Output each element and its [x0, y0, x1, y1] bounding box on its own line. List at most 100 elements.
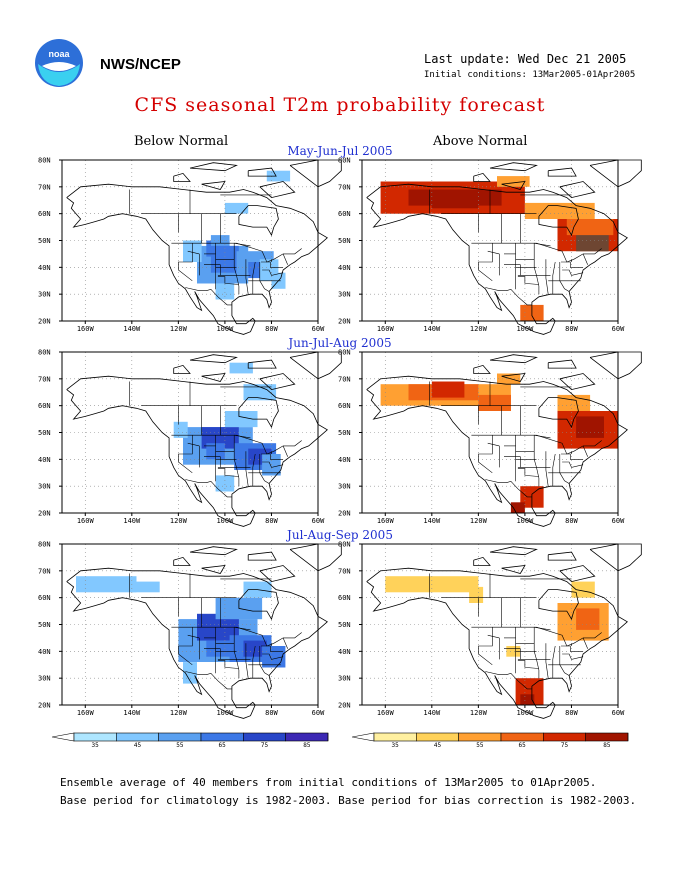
lat-tick-label: 80N [338, 541, 351, 549]
lon-tick-label: 100W [516, 517, 534, 525]
column-header-below-normal: Below Normal [134, 134, 229, 149]
colorbar-label: 75 [261, 742, 269, 748]
colorbar-label: 35 [392, 742, 400, 748]
lon-tick-label: 80W [265, 325, 278, 333]
political-borders [429, 573, 602, 690]
lat-tick-label: 20N [38, 702, 51, 710]
colorbar-label: 55 [476, 742, 484, 748]
coastlines [366, 543, 642, 719]
lat-tick-label: 80N [38, 157, 51, 165]
lat-tick-label: 20N [338, 702, 351, 710]
lat-tick-label: 40N [338, 456, 351, 464]
lat-tick-label: 20N [338, 318, 351, 326]
lat-tick-label: 30N [338, 291, 351, 299]
lat-tick-label: 30N [38, 291, 51, 299]
lat-tick-label: 40N [338, 264, 351, 272]
lat-tick-label: 50N [38, 621, 51, 629]
colorbar-swatch [200, 732, 244, 742]
lon-tick-label: 60W [312, 709, 325, 717]
colorbar-label: 75 [561, 742, 569, 748]
lon-tick-label: 120W [170, 709, 188, 717]
lon-tick-label: 120W [470, 325, 488, 333]
lon-tick-label: 80W [565, 517, 578, 525]
lon-tick-label: 60W [612, 709, 625, 717]
colorbar-label: 45 [434, 742, 442, 748]
coastlines [366, 351, 642, 527]
lat-tick-label: 50N [338, 237, 351, 245]
colorbar-label: 35 [92, 742, 100, 748]
lat-tick-label: 30N [38, 675, 51, 683]
lon-tick-label: 60W [312, 325, 325, 333]
lon-tick-label: 140W [123, 325, 141, 333]
lat-tick-label: 60N [338, 594, 351, 602]
lat-tick-label: 30N [338, 675, 351, 683]
lon-tick-label: 160W [77, 325, 95, 333]
lat-tick-label: 50N [338, 621, 351, 629]
colorbar-label: 65 [219, 742, 227, 748]
coastlines [66, 159, 342, 335]
map-below-normal-season-3: 80N 70N 60N 50N 40N 30N 20N 160W 140W 120W 100W 80W… [38, 541, 342, 719]
political-borders [429, 381, 602, 498]
coastlines [66, 351, 342, 527]
lat-tick-label: 80N [338, 157, 351, 165]
lat-tick-label: 60N [338, 210, 351, 218]
lat-tick-label: 50N [338, 429, 351, 437]
logo-text: noaa [48, 49, 70, 59]
colorbar-swatch [416, 732, 459, 742]
map-canvas: 80N 70N 60N 50N 40N 30N 20N 160W 140W 120W 100W 80W… [38, 541, 342, 719]
lon-tick-label: 100W [516, 325, 534, 333]
lat-tick-label: 70N [38, 375, 51, 383]
lon-tick-label: 120W [470, 517, 488, 525]
coastlines [366, 159, 642, 335]
lat-tick-label: 70N [38, 567, 51, 575]
lon-tick-label: 80W [565, 709, 578, 717]
map-above-normal-season-1: 80N 70N 60N 50N 40N 30N 20N 160W 140W 120W 100W 80W… [338, 157, 642, 335]
map-canvas: 80N 70N 60N 50N 40N 30N 20N 160W 140W 120W 100W 80W… [338, 349, 642, 527]
lon-tick-label: 60W [312, 517, 325, 525]
agency-label: NWS/NCEP [100, 56, 181, 73]
lon-tick-label: 100W [216, 517, 234, 525]
colorbar-swatch [585, 732, 629, 742]
lat-tick-label: 60N [38, 210, 51, 218]
map-canvas: 80N 70N 60N 50N 40N 30N 20N 160W 140W 120W 100W 80W… [38, 349, 342, 527]
lon-tick-label: 140W [123, 709, 141, 717]
lat-tick-label: 70N [338, 567, 351, 575]
lat-tick-label: 40N [338, 648, 351, 656]
map-below-normal-season-1: 80N 70N 60N 50N 40N 30N 20N 160W 140W 120W 100W 80W… [38, 157, 342, 335]
lat-tick-label: 40N [38, 456, 51, 464]
map-canvas: 80N 70N 60N 50N 40N 30N 20N 160W 140W 120W 100W 80W… [338, 157, 642, 335]
lat-tick-label: 20N [38, 510, 51, 518]
lon-tick-label: 140W [423, 325, 441, 333]
lon-tick-label: 160W [77, 517, 95, 525]
lon-tick-label: 160W [377, 517, 395, 525]
colorbar-swatch [351, 732, 375, 742]
lat-tick-label: 20N [338, 510, 351, 518]
lat-tick-label: 50N [38, 237, 51, 245]
lon-tick-label: 160W [77, 709, 95, 717]
colorbar-label: 45 [134, 742, 142, 748]
lat-tick-label: 50N [38, 429, 51, 437]
colorbar-swatch [543, 732, 586, 742]
lat-tick-label: 60N [38, 594, 51, 602]
colorbar-label: 85 [303, 742, 311, 748]
political-borders [129, 189, 302, 306]
lat-tick-label: 80N [38, 349, 51, 357]
colorbar-label: 85 [603, 742, 611, 748]
colorbar-swatch [116, 732, 159, 742]
lon-tick-label: 100W [216, 709, 234, 717]
colorbar-swatch [51, 732, 75, 742]
political-borders [129, 573, 302, 690]
lon-tick-label: 80W [265, 709, 278, 717]
colorbar-swatch [373, 732, 417, 742]
lat-tick-label: 70N [338, 375, 351, 383]
lat-tick-label: 20N [38, 318, 51, 326]
lon-tick-label: 120W [470, 709, 488, 717]
lat-tick-label: 60N [338, 402, 351, 410]
page-title: CFS seasonal T2m probability forecast [134, 94, 546, 116]
lat-tick-label: 30N [38, 483, 51, 491]
lat-tick-label: 80N [38, 541, 51, 549]
colorbar-swatch [458, 732, 502, 742]
lat-tick-label: 30N [338, 483, 351, 491]
map-above-normal-season-3: 80N 70N 60N 50N 40N 30N 20N 160W 140W 120W 100W 80W… [338, 541, 642, 719]
lon-tick-label: 100W [516, 709, 534, 717]
